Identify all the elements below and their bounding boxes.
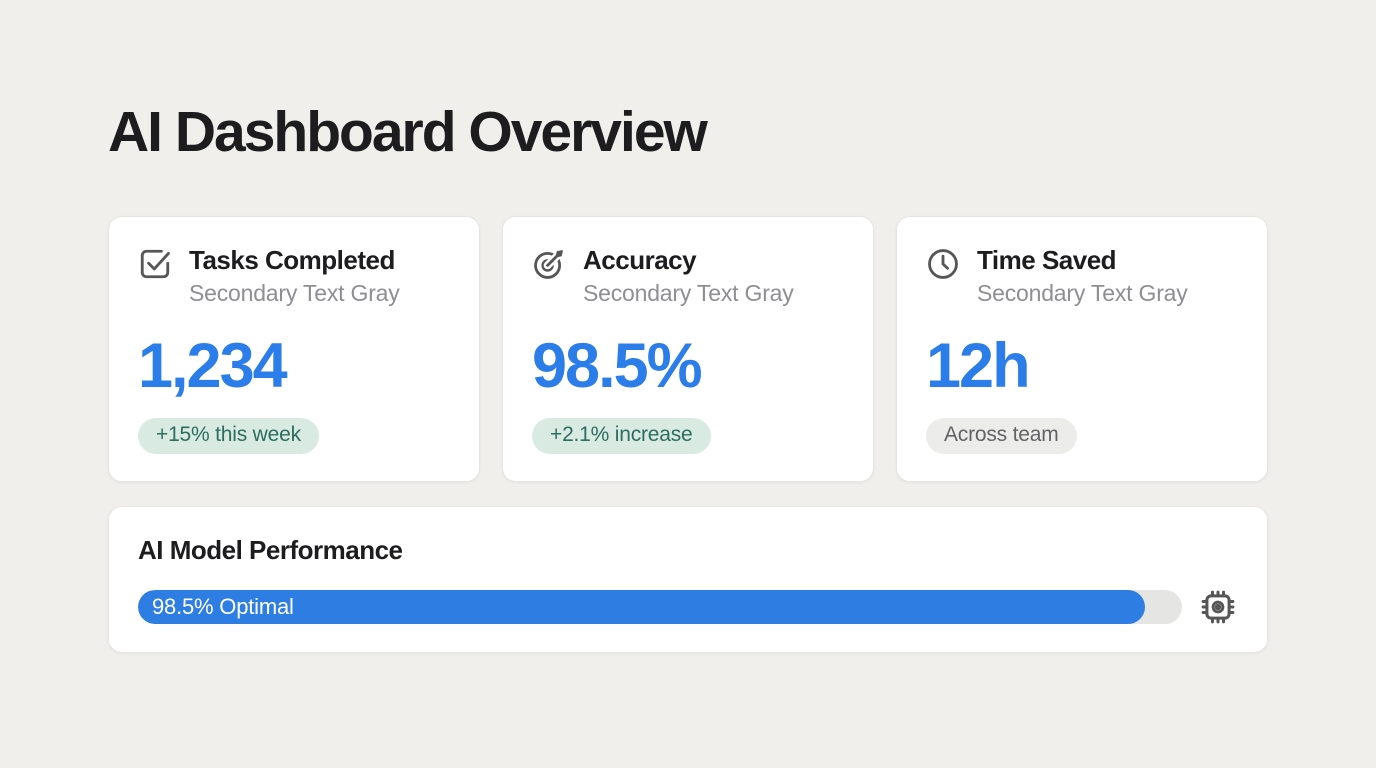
page-title: AI Dashboard Overview: [108, 100, 708, 164]
card-title: Tasks Completed: [189, 244, 395, 275]
stat-cards-row: Tasks Completed Secondary Text Gray 1,23…: [108, 215, 1268, 482]
card-titles: Time Saved Secondary Text Gray: [977, 245, 1188, 307]
clock-icon: [926, 247, 960, 281]
performance-card: AI Model Performance 98.5% Optimal: [108, 505, 1268, 653]
card-header: Time Saved Secondary Text Gray: [926, 245, 1238, 307]
performance-row: 98.5% Optimal: [138, 587, 1238, 627]
card-header: Accuracy Secondary Text Gray: [532, 245, 844, 307]
card-value: 1,234: [138, 330, 288, 401]
card-badge: +2.1% increase: [532, 417, 711, 454]
checkbox-check-icon: [138, 247, 172, 281]
cpu-chip-icon[interactable]: [1198, 587, 1238, 627]
card-titles: Tasks Completed Secondary Text Gray: [189, 245, 400, 307]
stat-card-accuracy: Accuracy Secondary Text Gray 98.5% +2.1%…: [502, 215, 874, 482]
card-badge: +15% this week: [138, 417, 319, 454]
card-subtitle: Secondary Text Gray: [583, 279, 794, 306]
performance-progress-track: 98.5% Optimal: [138, 589, 1182, 624]
card-titles: Accuracy Secondary Text Gray: [583, 245, 794, 307]
dashboard-page: AI Dashboard Overview Tasks Completed Se…: [0, 100, 1376, 653]
stat-card-time-saved: Time Saved Secondary Text Gray 12h Acros…: [896, 215, 1268, 482]
card-subtitle: Secondary Text Gray: [189, 279, 400, 306]
performance-progress-fill: 98.5% Optimal: [138, 589, 1146, 624]
card-subtitle: Secondary Text Gray: [977, 279, 1188, 306]
card-value: 98.5%: [532, 330, 703, 401]
card-title: Accuracy: [583, 244, 697, 275]
card-title: Time Saved: [977, 244, 1117, 275]
performance-progress-label: 98.5% Optimal: [152, 593, 294, 619]
card-value: 12h: [926, 330, 1031, 401]
target-arrow-icon: [532, 247, 566, 281]
stat-card-tasks-completed: Tasks Completed Secondary Text Gray 1,23…: [108, 215, 480, 482]
performance-title: AI Model Performance: [138, 534, 403, 565]
card-badge: Across team: [926, 417, 1077, 454]
card-header: Tasks Completed Secondary Text Gray: [138, 245, 450, 307]
